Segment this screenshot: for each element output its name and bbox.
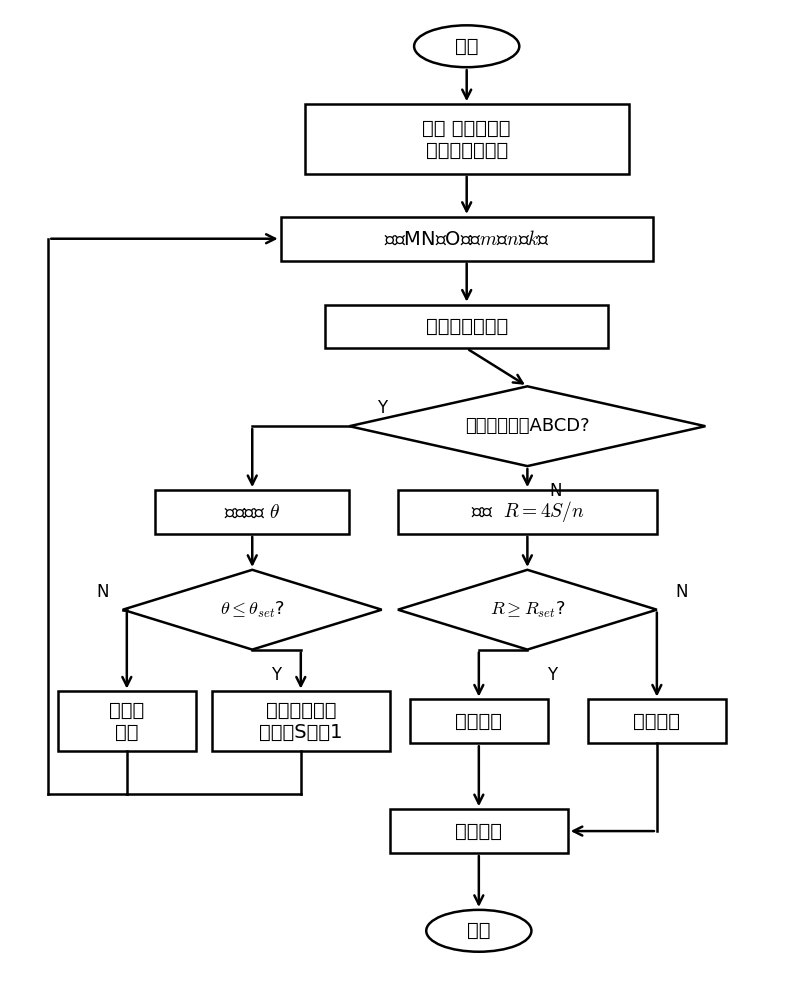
- Text: $R \geq R_{set}$?: $R \geq R_{set}$?: [489, 600, 564, 620]
- Bar: [58, 691, 195, 751]
- Text: N: N: [549, 482, 561, 500]
- Text: Y: Y: [546, 666, 556, 684]
- Text: 确定MN、O点及$m$、$n$、$k$値: 确定MN、O点及$m$、$n$、$k$値: [383, 229, 549, 248]
- Text: Y: Y: [271, 666, 281, 684]
- Text: 逐个移动采样点: 逐个移动采样点: [425, 317, 507, 336]
- Bar: [410, 699, 547, 743]
- Text: 输出结果: 输出结果: [455, 822, 502, 841]
- Bar: [324, 305, 607, 348]
- Text: 判断为
梯形: 判断为 梯形: [109, 701, 144, 742]
- Text: 计算角度 $\theta$: 计算角度 $\theta$: [224, 502, 280, 521]
- Bar: [281, 217, 652, 261]
- Bar: [212, 691, 389, 751]
- Text: 开始: 开始: [454, 37, 478, 56]
- Text: 结束: 结束: [466, 921, 490, 940]
- Bar: [389, 809, 567, 853]
- Bar: [587, 699, 725, 743]
- Text: 判断为平行四
边形，S增劢1: 判断为平行四 边形，S增劢1: [259, 701, 342, 742]
- Text: $\theta \leq \theta_{set}$?: $\theta \leq \theta_{set}$?: [220, 600, 285, 620]
- Text: 采集 电流数据进
行消噪等预处理: 采集 电流数据进 行消噪等预处理: [422, 119, 510, 160]
- Text: 励磁涌流: 励磁涌流: [455, 712, 502, 731]
- Text: 可形成四边形ABCD?: 可形成四边形ABCD?: [465, 417, 589, 435]
- Text: N: N: [674, 583, 687, 601]
- Text: 求解  $R=4S/n$: 求解 $R=4S/n$: [470, 499, 583, 524]
- Text: 故障电流: 故障电流: [633, 712, 680, 731]
- Text: N: N: [97, 583, 109, 601]
- Bar: [397, 490, 656, 534]
- Bar: [155, 490, 349, 534]
- Bar: [304, 104, 628, 174]
- Text: Y: Y: [376, 399, 386, 417]
